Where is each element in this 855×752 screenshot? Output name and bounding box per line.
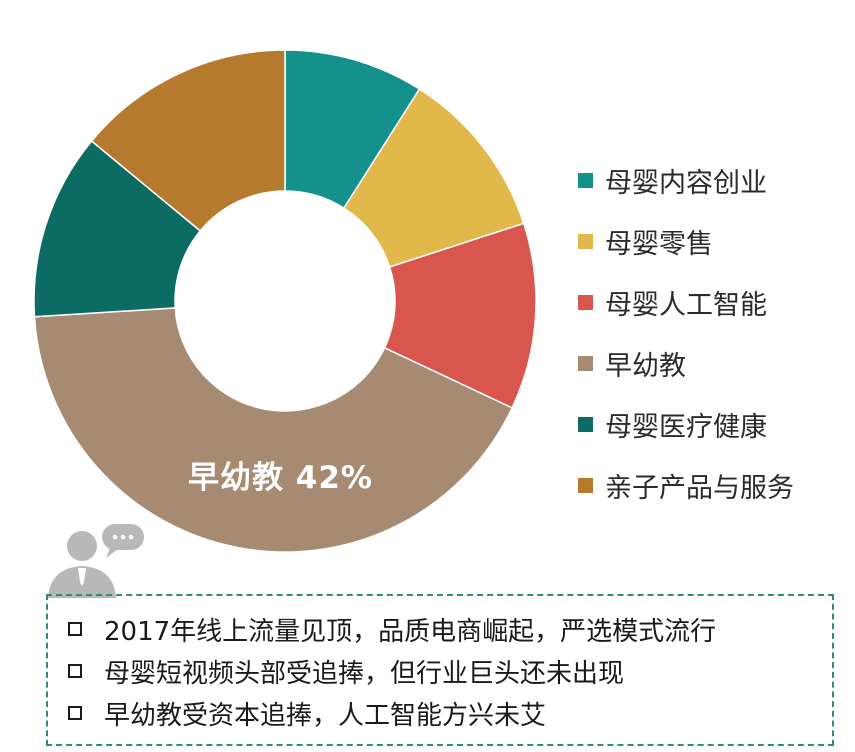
legend-item: 母婴医疗健康: [578, 394, 794, 455]
donut-slice: [90, 49, 286, 232]
legend-swatch: [578, 173, 593, 188]
donut-slice: [383, 222, 537, 409]
note-text: 2017年线上流量见顶，品质电商崛起，严选模式流行: [104, 616, 717, 647]
legend-label: 亲子产品与服务: [605, 473, 794, 504]
legend-swatch: [578, 478, 593, 493]
legend-item: 亲子产品与服务: [578, 455, 794, 516]
note-item: 2017年线上流量见顶，品质电商崛起，严选模式流行: [68, 608, 832, 650]
legend-swatch: [578, 295, 593, 310]
donut-slice: [33, 139, 202, 318]
chart-legend: 母婴内容创业 母婴零售 母婴人工智能 早幼教 母婴医疗健康 亲子产品与服务: [578, 150, 794, 516]
donut-slice: [342, 88, 525, 268]
legend-label: 母婴内容创业: [605, 168, 767, 199]
donut-chart: [33, 49, 537, 553]
legend-item: 早幼教: [578, 333, 794, 394]
legend-swatch: [578, 356, 593, 371]
legend-label: 母婴零售: [605, 229, 713, 260]
legend-label: 母婴人工智能: [605, 290, 767, 321]
note-item: 早幼教受资本追捧，人工智能方兴未艾: [68, 692, 832, 734]
legend-item: 母婴人工智能: [578, 272, 794, 333]
donut-slice: [33, 307, 514, 553]
notes-box: 2017年线上流量见顶，品质电商崛起，严选模式流行 母婴短视频头部受追捧，但行业…: [46, 594, 834, 746]
slice-data-label-early-education: 早幼教 42%: [188, 460, 373, 496]
checkbox-icon: [68, 664, 82, 678]
legend-label: 早幼教: [605, 351, 686, 382]
note-item: 母婴短视频头部受追捧，但行业巨头还未出现: [68, 650, 832, 692]
checkbox-icon: [68, 622, 82, 636]
legend-item: 母婴内容创业: [578, 150, 794, 211]
legend-label: 母婴医疗健康: [605, 412, 767, 443]
checkbox-icon: [68, 706, 82, 720]
note-text: 母婴短视频头部受追捧，但行业巨头还未出现: [104, 658, 625, 689]
legend-swatch: [578, 234, 593, 249]
legend-item: 母婴零售: [578, 211, 794, 272]
note-text: 早幼教受资本追捧，人工智能方兴未艾: [104, 700, 547, 731]
person-speech-icon: [48, 524, 144, 598]
legend-swatch: [578, 417, 593, 432]
